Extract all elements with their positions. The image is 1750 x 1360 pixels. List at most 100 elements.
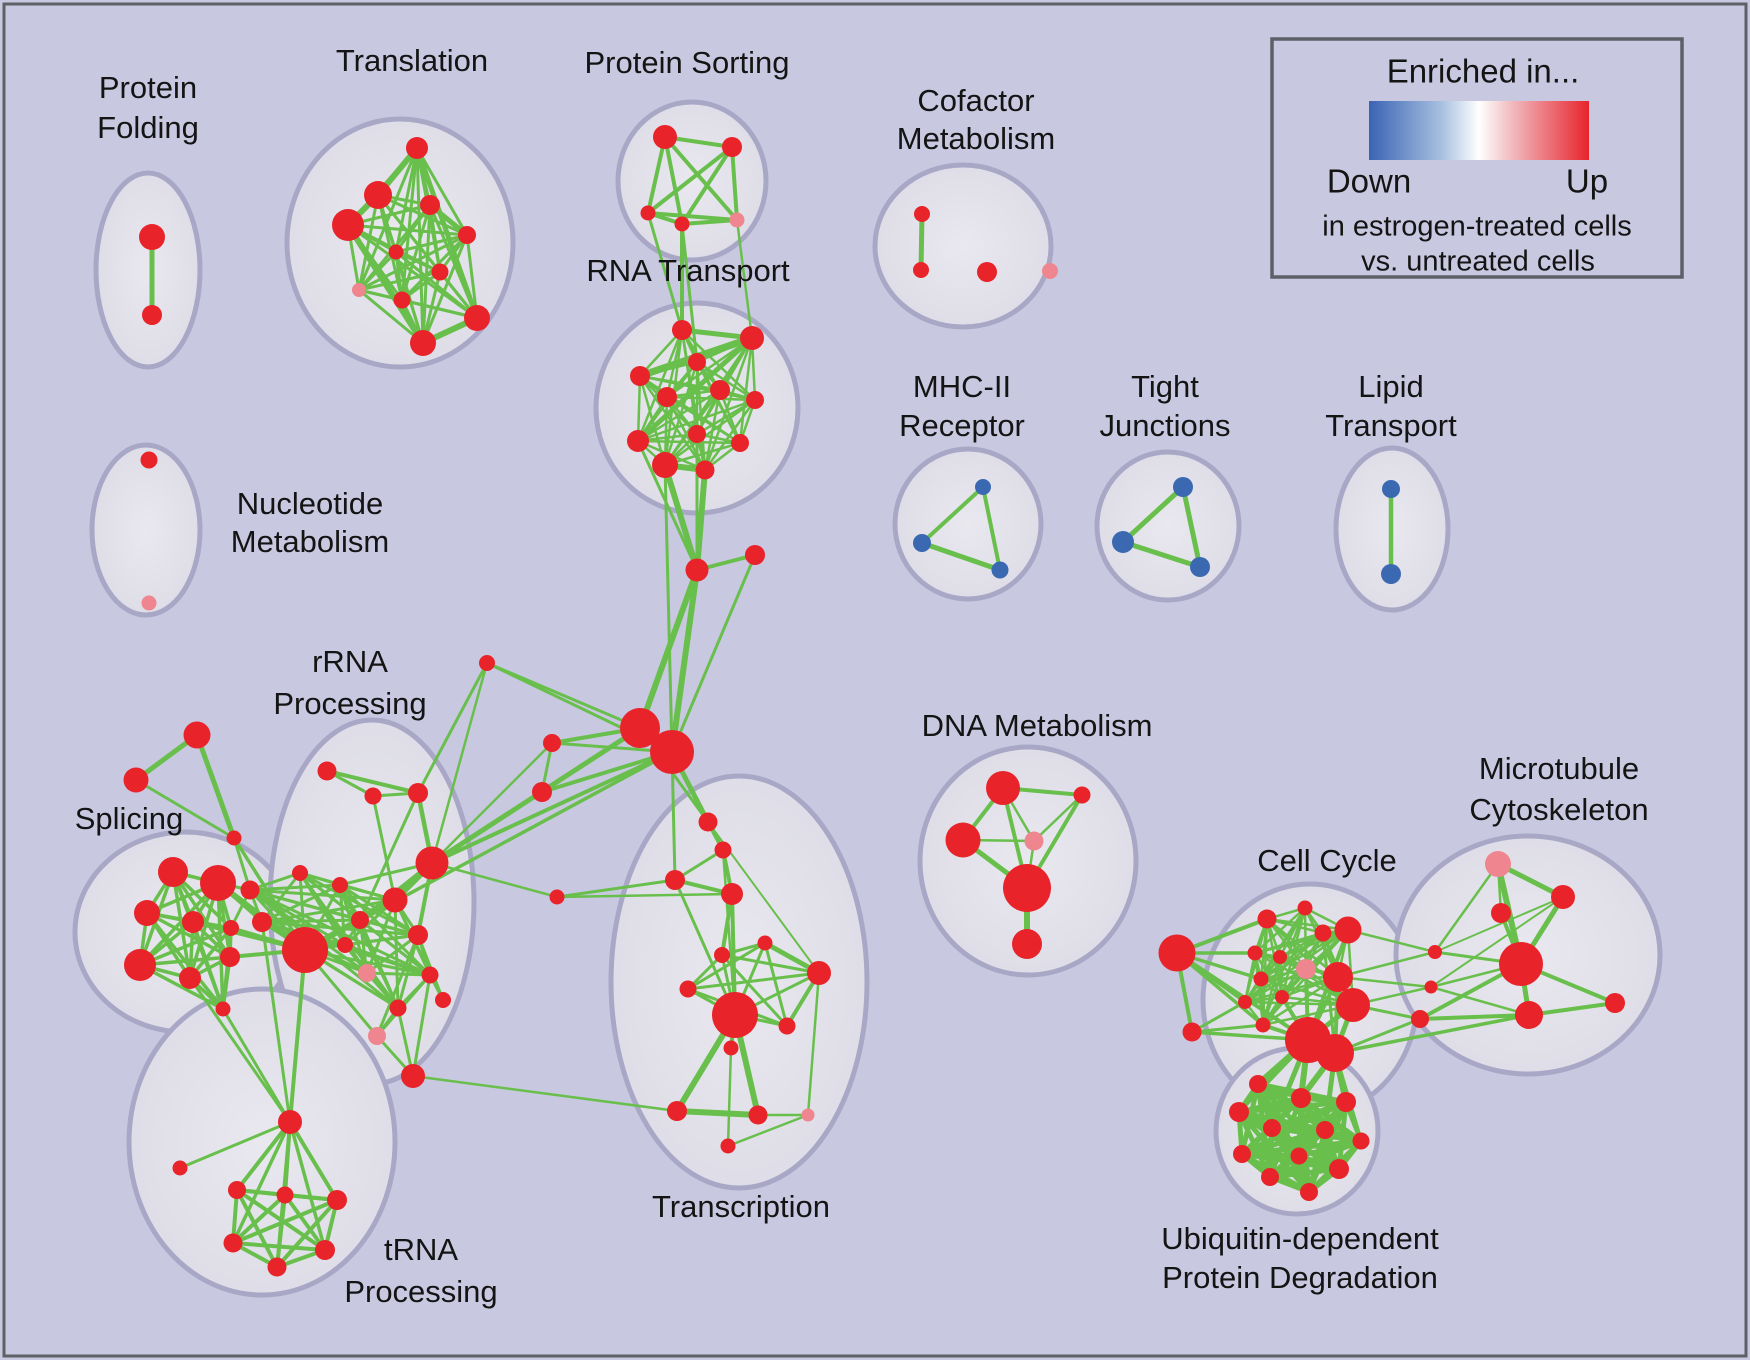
edge-s2-s3 <box>135 778 235 840</box>
cluster-label-tight-junctions-line1: Tight <box>1131 369 1199 404</box>
edge-t1-t9 <box>400 147 419 301</box>
node-cc10 <box>1253 971 1269 987</box>
cluster-label-mhc-ii-receptor-line2: Receptor <box>899 408 1025 443</box>
node-mt4 <box>1499 942 1543 986</box>
cluster-ellipse-protein-folding <box>93 170 203 370</box>
edge-bm-rc <box>416 662 489 794</box>
node-t6 <box>388 244 404 260</box>
edge-tn4-tn5 <box>232 1198 338 1245</box>
edge-t1-t8 <box>357 147 419 291</box>
node-u7 <box>1352 1132 1370 1150</box>
edge-sp5-sp6 <box>139 926 232 967</box>
edge-cc9-cc12 <box>1244 967 1307 1004</box>
node-ri <box>351 911 369 929</box>
node-x5 <box>712 992 758 1038</box>
edge-c1-c2 <box>918 213 925 271</box>
network-nodes <box>123 125 1625 1277</box>
cluster-label-lipid-transport-line2: Transport <box>1325 408 1457 443</box>
node-rr2 <box>401 1064 425 1088</box>
edge-tn0-tn2 <box>235 1120 292 1192</box>
edge-mt5-mt9 <box>1419 1013 1530 1021</box>
edge-r7-r10 <box>664 398 756 467</box>
node-tc1 <box>698 812 718 832</box>
node-sp5 <box>223 920 239 936</box>
cluster-label-lipid-transport-line1: Lipid <box>1358 369 1424 404</box>
node-mt1 <box>1485 851 1511 877</box>
cluster-label-protein-folding-line2: Folding <box>97 110 199 145</box>
node-u1 <box>1249 1075 1267 1093</box>
cluster-label-trna-processing-line1: tRNA <box>384 1232 458 1267</box>
edge-r7-r9 <box>637 398 756 443</box>
edge-x1-x3 <box>687 941 766 991</box>
node-cc13 <box>1255 1017 1271 1033</box>
node-u10 <box>1329 1159 1349 1179</box>
cluster-ellipse-cofactor-metabolism <box>872 162 1054 330</box>
cluster-label-mhc-ii-receptor-line1: MHC-II <box>913 369 1011 404</box>
edge-t8-t11 <box>358 288 424 345</box>
edge-m1-m3 <box>981 486 1002 571</box>
edge-re-rg <box>261 883 341 924</box>
edge-t1-t5 <box>415 147 469 236</box>
node-sp1 <box>158 857 188 887</box>
cluster-labels: Protein Folding Translation Protein Sorting… <box>75 43 1649 1309</box>
node-tn4 <box>327 1190 347 1210</box>
node-pf1 <box>139 224 165 250</box>
node-d6 <box>1012 929 1042 959</box>
cluster-label-cofactor-metabolism-line2: Metabolism <box>897 121 1056 156</box>
cluster-label-rrna-processing-line2: Processing <box>273 686 426 721</box>
node-j3 <box>1190 557 1210 577</box>
node-cc17 <box>1316 1034 1354 1072</box>
edge-cc2-cc12 <box>1191 1000 1246 1034</box>
node-u9 <box>1290 1147 1308 1165</box>
edge-x10-x4 <box>806 972 821 1116</box>
node-tc2 <box>714 841 732 859</box>
edge-r3-r7 <box>696 360 756 402</box>
node-cc3 <box>1257 909 1277 929</box>
cluster-label-cofactor-metabolism-line1: Cofactor <box>917 83 1034 118</box>
edge-b5-tc4 <box>556 892 733 899</box>
edge-mt8-cc14 <box>1337 975 1432 989</box>
node-x9 <box>748 1105 768 1125</box>
cluster-label-dna-metabolism: DNA Metabolism <box>922 708 1153 743</box>
node-cc12 <box>1238 995 1252 1009</box>
node-x3 <box>757 935 773 951</box>
node-l1 <box>1382 480 1400 498</box>
node-b5 <box>549 889 565 905</box>
node-r11 <box>695 460 715 480</box>
edge-ps2-ps4 <box>680 145 734 226</box>
edge-mt8-mt2 <box>1430 896 1564 988</box>
node-cc4 <box>1297 900 1313 916</box>
edge-mt7-mt1 <box>1433 863 1500 953</box>
cluster-label-trna-processing-line2: Processing <box>344 1274 497 1309</box>
edge-ps1-ps4 <box>663 136 684 225</box>
edge-tc3-x5 <box>673 879 737 1016</box>
cluster-label-protein-sorting: Protein Sorting <box>584 45 789 80</box>
edge-rj-rp <box>393 899 400 1009</box>
node-tn6 <box>315 1240 335 1260</box>
node-c1 <box>914 206 930 222</box>
node-rs <box>435 992 451 1008</box>
node-mt9 <box>1411 1010 1429 1028</box>
node-m2 <box>913 534 931 552</box>
node-tc4 <box>721 883 743 905</box>
node-x8 <box>667 1101 687 1121</box>
edge-cc4-cc7 <box>1254 907 1306 954</box>
legend-gradient-bar <box>1369 101 1589 160</box>
cluster-label-ubiquitin-dependent-protein-degradation-line1: Ubiquitin-dependent <box>1161 1221 1439 1256</box>
node-x7 <box>723 1040 739 1056</box>
node-n1 <box>140 451 158 469</box>
edge-r1-r9 <box>636 329 684 442</box>
node-cc7 <box>1247 945 1263 961</box>
edge-ps3-r1 <box>646 212 684 331</box>
node-x2 <box>714 947 730 963</box>
node-sp3 <box>134 900 160 926</box>
edge-x11-x10 <box>727 1113 809 1148</box>
edge-s1-s3 <box>194 734 237 839</box>
node-cc2 <box>1182 1022 1202 1042</box>
edge-mt5-mt6 <box>1528 1001 1616 1017</box>
edge-rj-rm <box>365 899 397 974</box>
edge-r9-r12 <box>637 439 741 445</box>
edge-mt7-cc14 <box>1337 950 1436 979</box>
edge-r5-r7 <box>666 395 756 402</box>
edge-r7-r11 <box>703 399 757 471</box>
